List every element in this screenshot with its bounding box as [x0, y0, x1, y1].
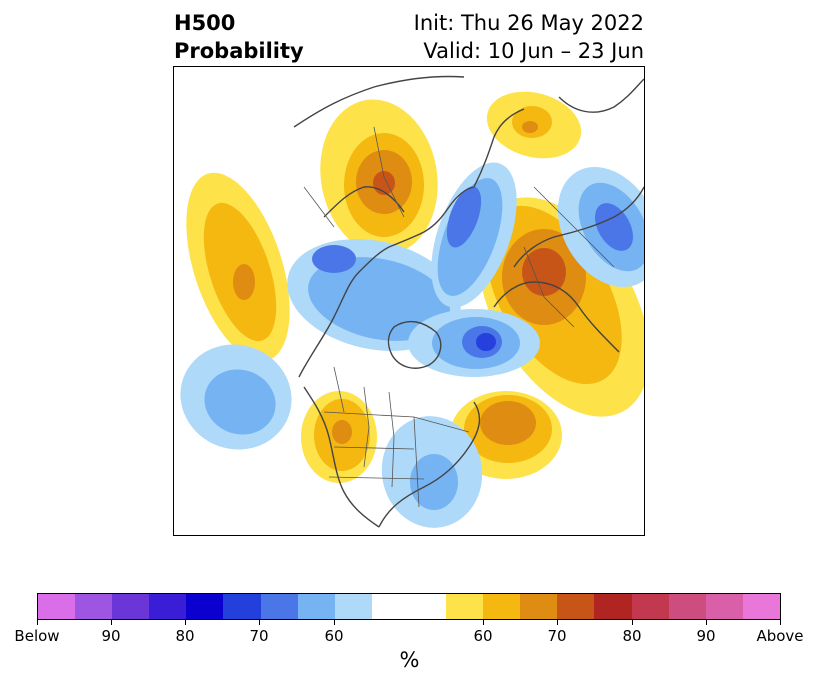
- colorbar-cell: [520, 594, 558, 619]
- anomaly-above-western-us: [301, 391, 377, 483]
- title-left: H500 Probability: [174, 9, 304, 65]
- anomaly-above-alaska: [320, 99, 438, 255]
- colorbar-tick: [557, 620, 558, 625]
- anomaly-above-siberia: [486, 91, 582, 159]
- map-canvas: [180, 75, 644, 528]
- colorbar-tick: [632, 620, 633, 625]
- colorbar-cell: [483, 594, 521, 619]
- colorbar-tick: [334, 620, 335, 625]
- colorbar-label: 60: [324, 627, 344, 645]
- colorbar-cell: [260, 594, 298, 619]
- colorbar-label: 60: [473, 627, 493, 645]
- colorbar-cell: [631, 594, 669, 619]
- colorbar-label: 90: [696, 627, 716, 645]
- colorbar-cell: [557, 594, 595, 619]
- title-right: Init: Thu 26 May 2022 Valid: 10 Jun – 23…: [414, 9, 644, 65]
- colorbar-cell: [149, 594, 187, 619]
- anomaly-below-pacific: [180, 344, 292, 450]
- colorbar-tick: [706, 620, 707, 625]
- colorbar-tick: [483, 620, 484, 625]
- colorbar-cell: [112, 594, 150, 619]
- colorbar: [37, 593, 781, 620]
- colorbar-cell: [186, 594, 224, 619]
- init-date: Init: Thu 26 May 2022: [413, 11, 644, 35]
- colorbar-cell: [668, 594, 706, 619]
- colorbar-cell: [223, 594, 261, 619]
- colorbar-cell: [334, 594, 372, 619]
- colorbar-tick: [37, 620, 38, 625]
- colorbar-cell: [297, 594, 335, 619]
- colorbar-cell: [594, 594, 632, 619]
- probability-map: [173, 66, 645, 536]
- colorbar-label: 70: [249, 627, 269, 645]
- title-variable: H500: [174, 11, 236, 35]
- valid-range: Valid: 10 Jun – 23 Jun: [423, 39, 644, 63]
- title-quantity: Probability: [174, 39, 304, 63]
- colorbar-tick: [259, 620, 260, 625]
- colorbar-tick: [185, 620, 186, 625]
- anomaly-below-baffin: [408, 309, 540, 377]
- colorbar-tick: [780, 620, 781, 625]
- colorbar-label: 80: [622, 627, 642, 645]
- colorbar-label: 90: [101, 627, 121, 645]
- colorbar-label: 70: [547, 627, 567, 645]
- colorbar-unit: %: [399, 648, 420, 672]
- anomaly-above-pacific: [186, 172, 290, 362]
- colorbar-cell: [705, 594, 743, 619]
- colorbar-tick: [111, 620, 112, 625]
- colorbar-labels: Below 90 80 70 60 60 70 80 90 Above: [0, 627, 819, 647]
- colorbar-cell: [408, 594, 447, 619]
- coastlines: [293, 75, 644, 528]
- colorbar-label: Below: [14, 627, 60, 645]
- colorbar-cell: [371, 594, 409, 619]
- political-borders: [303, 126, 615, 508]
- colorbar-label: Above: [756, 627, 804, 645]
- colorbar-label: 80: [175, 627, 195, 645]
- colorbar-cell: [38, 594, 76, 619]
- colorbar-cell: [742, 594, 780, 619]
- colorbar-cell: [446, 594, 484, 619]
- colorbar-cell: [75, 594, 113, 619]
- anomaly-below-greenland: [431, 162, 517, 308]
